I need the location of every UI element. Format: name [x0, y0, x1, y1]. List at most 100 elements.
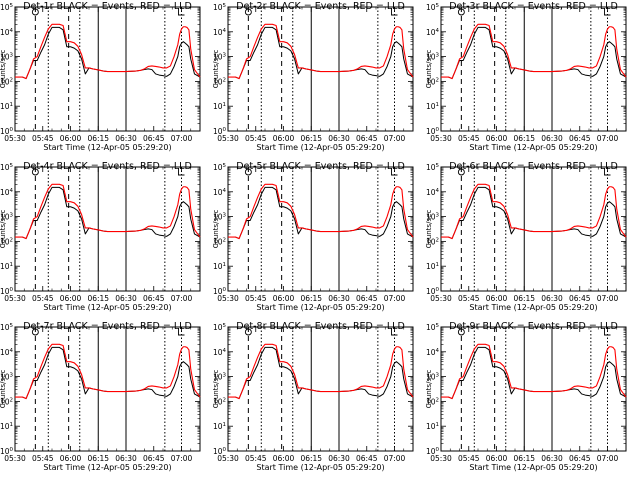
- y-tick-exponent: 5: [436, 3, 440, 9]
- y-tick-label: 104: [213, 348, 227, 357]
- y-tick-label: 104: [0, 28, 14, 37]
- y-tick-exponent: 3: [223, 213, 227, 219]
- x-tick-label: 06:15: [513, 454, 535, 463]
- y-axis-label: Counts/sec: [425, 50, 433, 89]
- saa-circle-marker: [31, 8, 39, 16]
- y-tick-label: 100: [213, 127, 227, 136]
- y-tick-base: 10: [0, 3, 10, 12]
- x-tick-label: 06:45: [356, 454, 378, 463]
- bracket-marker: [178, 168, 185, 176]
- y-tick-exponent: 0: [436, 127, 440, 133]
- lld-series-line: [441, 183, 627, 240]
- x-tick-label: 06:00: [60, 454, 82, 463]
- y-tick-exponent: 4: [436, 188, 440, 194]
- x-tick-label: 06:45: [143, 294, 165, 303]
- y-tick-label: 100: [426, 127, 440, 136]
- y-tick-exponent: 0: [436, 447, 440, 453]
- plot-frame: [440, 6, 627, 132]
- y-tick-exponent: 3: [436, 373, 440, 379]
- x-tick-label: 06:30: [328, 294, 350, 303]
- lld-series-line: [228, 183, 414, 240]
- y-tick-base: 10: [426, 213, 436, 222]
- y-axis-label: Counts/sec: [0, 50, 7, 89]
- y-tick-base: 10: [426, 3, 436, 12]
- y-tick-base: 10: [426, 28, 436, 37]
- y-tick-label: 103: [426, 213, 440, 222]
- y-tick-base: 10: [213, 3, 223, 12]
- y-tick-exponent: 5: [10, 3, 14, 9]
- y-tick-label: 104: [213, 188, 227, 197]
- x-tick-label: 05:45: [245, 294, 267, 303]
- y-tick-exponent: 2: [436, 77, 440, 83]
- x-tick-label: 07:00: [384, 134, 406, 143]
- y-tick-base: 10: [213, 262, 223, 271]
- x-tick-label: 07:00: [597, 454, 619, 463]
- y-tick-label: 100: [0, 447, 14, 456]
- y-tick-exponent: 2: [223, 397, 227, 403]
- bracket-marker: [391, 168, 398, 176]
- y-axis-label: Counts/sec: [212, 50, 220, 89]
- bracket-marker: [391, 328, 398, 336]
- y-tick-base: 10: [213, 397, 223, 406]
- panel-title: Det-1r BLACK = Events, RED = LLD: [23, 1, 192, 12]
- events-series-line: [441, 346, 627, 400]
- x-axis-label: Start Time (12-Apr-05 05:29:20): [43, 303, 171, 312]
- y-tick-exponent: 2: [10, 397, 14, 403]
- x-tick-label: 05:45: [32, 294, 54, 303]
- y-axis-label: Counts/sec: [212, 210, 220, 249]
- saa-circle-marker: [457, 328, 465, 336]
- x-tick-label: 06:00: [273, 294, 295, 303]
- y-tick-base: 10: [213, 422, 223, 431]
- x-axis-label: Start Time (12-Apr-05 05:29:20): [469, 143, 597, 152]
- x-tick-label: 06:30: [541, 134, 563, 143]
- y-tick-base: 10: [426, 397, 436, 406]
- y-tick-label: 105: [0, 3, 14, 12]
- x-tick-label: 06:30: [115, 454, 137, 463]
- x-tick-label: 06:45: [569, 294, 591, 303]
- events-series-line: [15, 186, 201, 240]
- x-tick-label: 06:30: [115, 134, 137, 143]
- x-tick-label: 05:45: [458, 294, 480, 303]
- y-tick-base: 10: [0, 127, 10, 136]
- y-tick-base: 10: [213, 102, 223, 111]
- x-tick-label: 06:45: [569, 454, 591, 463]
- bracket-marker: [604, 168, 611, 176]
- saa-circle-marker: [244, 328, 252, 336]
- x-tick-label: 06:00: [486, 134, 508, 143]
- x-tick-label: 06:45: [569, 134, 591, 143]
- lld-series-line: [441, 23, 627, 80]
- y-tick-base: 10: [0, 102, 10, 111]
- y-tick-label: 101: [0, 102, 13, 111]
- y-tick-exponent: 3: [10, 213, 14, 219]
- y-tick-base: 10: [426, 237, 436, 246]
- x-tick-label: 06:00: [60, 134, 82, 143]
- y-tick-base: 10: [426, 262, 436, 271]
- y-tick-label: 102: [0, 397, 13, 406]
- x-tick-label: 07:00: [597, 294, 619, 303]
- y-tick-exponent: 0: [10, 287, 14, 293]
- y-tick-exponent: 0: [436, 287, 440, 293]
- x-tick-label: 06:30: [328, 454, 350, 463]
- saa-circle-marker: [244, 8, 252, 16]
- plot-frame: [14, 326, 201, 452]
- y-tick-exponent: 1: [436, 422, 440, 428]
- y-tick-exponent: 4: [10, 28, 14, 34]
- y-tick-base: 10: [0, 53, 10, 62]
- x-tick-label: 05:45: [32, 454, 54, 463]
- y-tick-exponent: 3: [10, 53, 14, 59]
- y-tick-label: 102: [213, 397, 226, 406]
- y-tick-label: 100: [213, 447, 227, 456]
- panel-title: Det-7r BLACK = Events, RED = LLD: [23, 321, 192, 332]
- y-tick-label: 100: [213, 287, 227, 296]
- y-tick-exponent: 0: [223, 127, 227, 133]
- y-tick-base: 10: [213, 188, 223, 197]
- y-tick-exponent: 4: [10, 348, 14, 354]
- plot-frame: [227, 166, 414, 292]
- y-tick-label: 105: [213, 163, 227, 172]
- x-tick-label: 06:15: [300, 134, 322, 143]
